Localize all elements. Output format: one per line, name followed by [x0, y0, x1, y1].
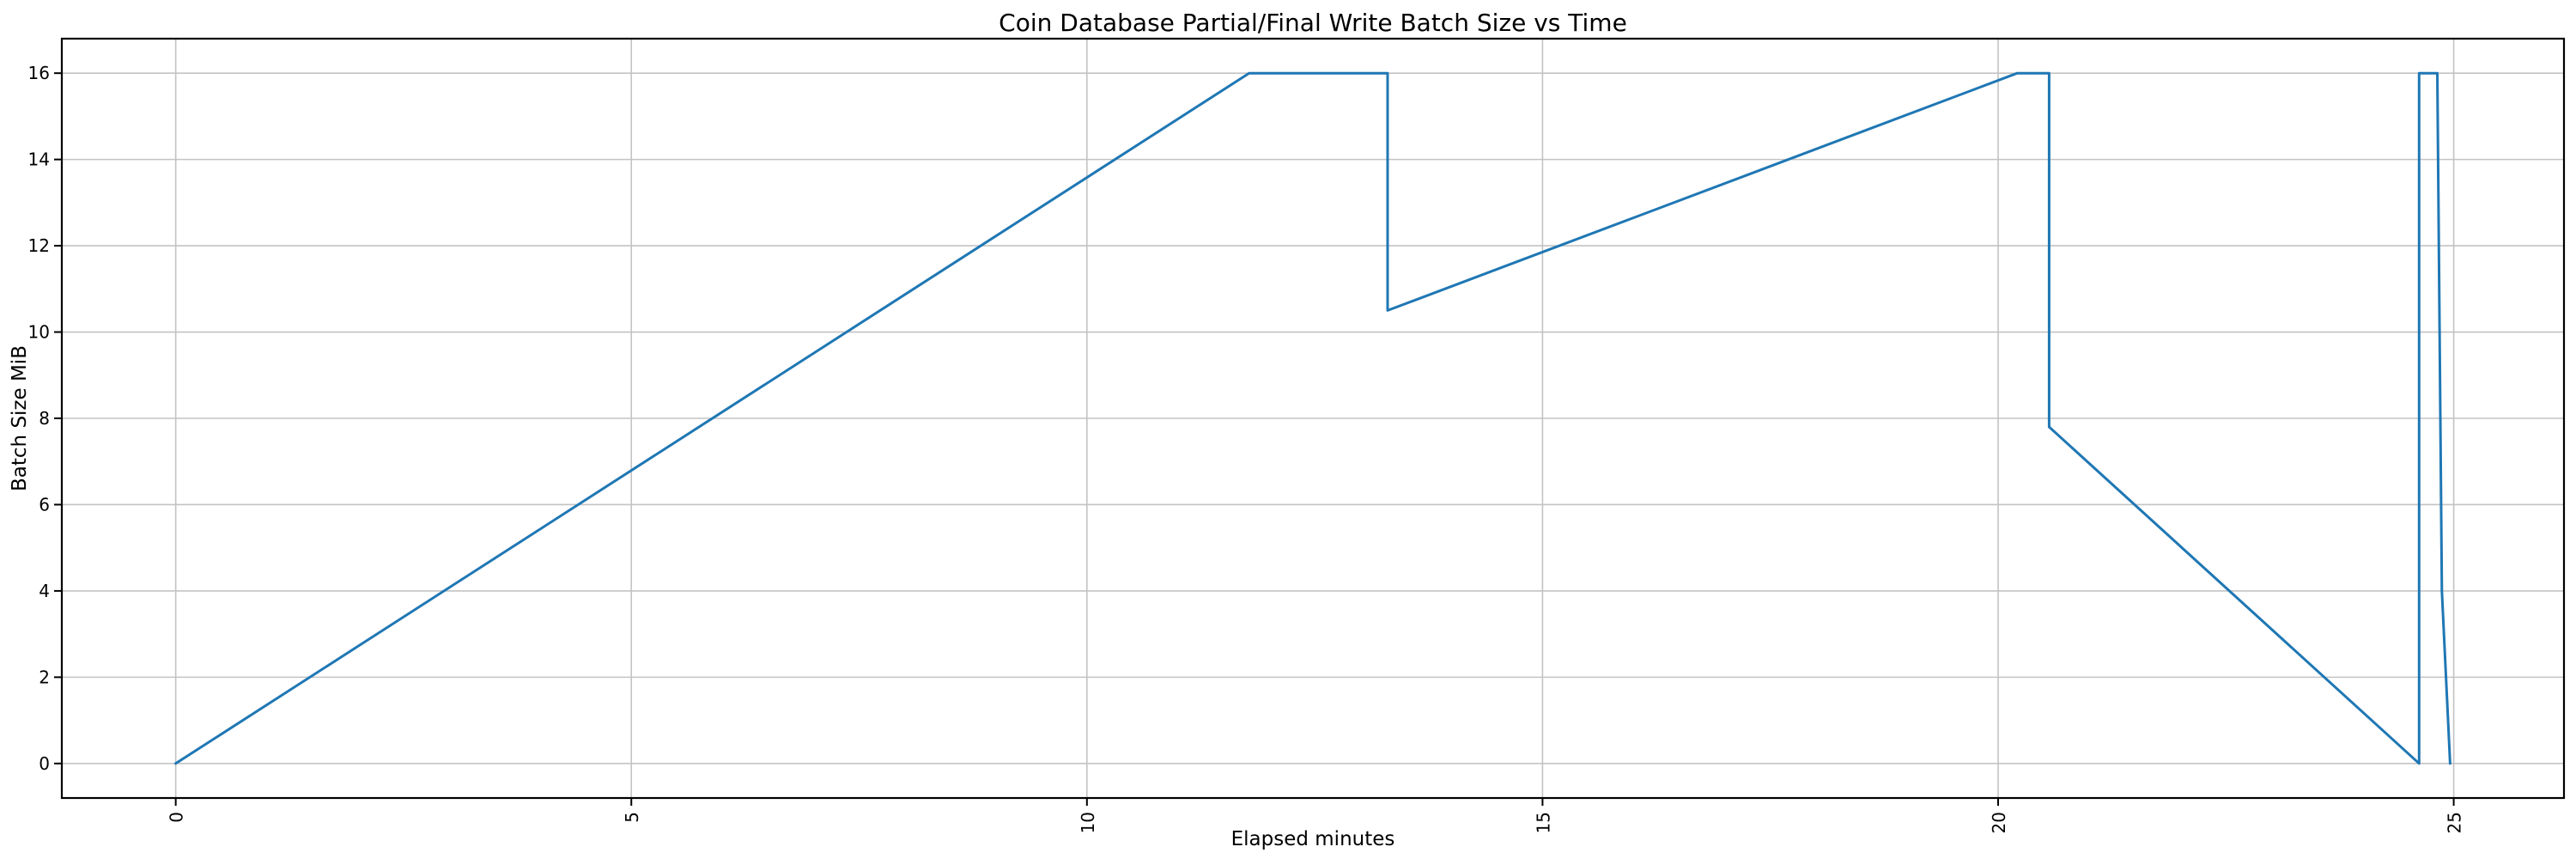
tick-layer: 0 2 4 6 8 10 12 14 16 0 5 10 15 20 25 — [28, 63, 2465, 833]
y-tick-label: 14 — [28, 149, 50, 170]
x-axis-label: Elapsed minutes — [1231, 828, 1395, 850]
y-tick-label: 12 — [28, 235, 50, 256]
y-tick-label: 10 — [28, 322, 50, 343]
x-tick-label: 10 — [1078, 812, 1098, 833]
x-tick-label: 15 — [1533, 812, 1553, 833]
y-tick-label: 8 — [39, 408, 50, 429]
y-tick-label: 0 — [39, 753, 50, 774]
y-axis-label: Batch Size MiB — [9, 345, 31, 491]
chart-title: Coin Database Partial/Final Write Batch … — [999, 9, 1627, 37]
grid-layer — [62, 39, 2564, 798]
x-tick-label: 5 — [622, 812, 642, 823]
x-tick-label: 25 — [2445, 812, 2465, 833]
data-line-batch-size — [174, 71, 2451, 765]
x-tick-label: 0 — [167, 812, 187, 823]
y-tick-label: 2 — [39, 667, 50, 687]
y-tick-label: 16 — [28, 63, 50, 83]
y-tick-label: 4 — [39, 581, 50, 601]
series-layer — [174, 71, 2451, 765]
y-tick-label: 6 — [39, 494, 50, 515]
x-tick-label: 20 — [1989, 812, 2009, 833]
